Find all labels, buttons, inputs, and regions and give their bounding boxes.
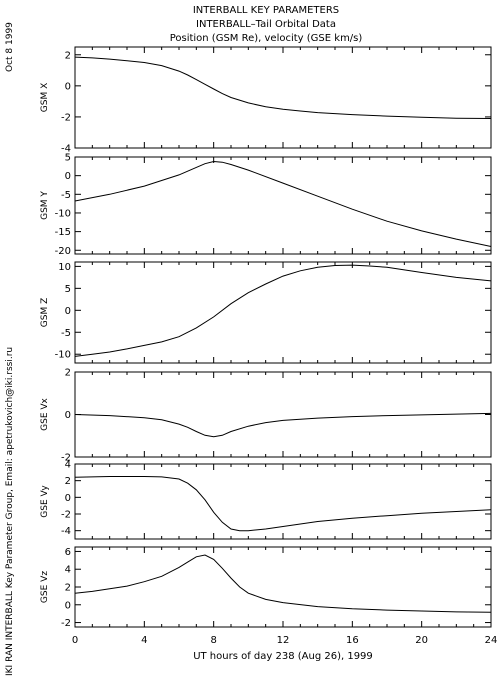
x-tick-label: 20: [415, 635, 428, 646]
plot-date: Oct 8 1999: [5, 22, 15, 72]
panel-4: 2 0 -2 GSE Vx: [40, 368, 492, 464]
series-line: [74, 264, 492, 357]
y-tick-label: -2: [61, 510, 71, 521]
y-tick-label: 10: [58, 262, 71, 273]
y-tick-label: 5: [65, 284, 71, 295]
title-line-2: INTERBALL–Tail Orbital Data: [196, 19, 336, 30]
y-tick-label: 2: [65, 50, 71, 61]
y-tick-label: 0: [65, 171, 71, 182]
y-tick-label: 2: [65, 583, 71, 594]
y-tick-label: -15: [55, 227, 71, 238]
credit-text: IKI RAN INTERBALL Key Parameter Group, E…: [5, 347, 15, 676]
panel-3: 10 5 0 -5 -10 GSM Z: [40, 261, 492, 364]
x-tick-label: 8: [210, 635, 216, 646]
y-tick-label: 0: [65, 410, 71, 421]
x-tick-label: 24: [485, 635, 498, 646]
y-tick-label: 0: [65, 306, 71, 317]
y-tick-label: 2: [65, 368, 71, 379]
series-line: [74, 554, 492, 613]
x-axis-label: UT hours of day 238 (Aug 26), 1999: [193, 651, 373, 662]
y-tick-label: -10: [55, 208, 71, 219]
y-axis-label: GSE Vy: [40, 485, 50, 518]
y-tick-label: 0: [65, 81, 71, 92]
panel-frame: [74, 156, 492, 255]
y-tick-label: -2: [61, 453, 71, 464]
y-tick-label: 4: [65, 460, 71, 471]
series-line: [74, 412, 492, 438]
y-axis-label: GSM Z: [40, 298, 50, 327]
y-axis-label: GSM Y: [40, 191, 50, 220]
y-tick-label: 2: [65, 476, 71, 487]
panel-frame: [74, 261, 492, 364]
series-line: [74, 476, 492, 532]
y-tick-label: -4: [61, 144, 71, 155]
panel-2: 5 0 -5 -10 -15 -20 GSM Y: [40, 153, 492, 257]
x-tick-label: 16: [346, 635, 359, 646]
x-tick-label: 0: [72, 635, 78, 646]
panel-1: 2 0 -2 -4 GSM X: [40, 46, 492, 155]
series-line: [74, 56, 492, 119]
panel-5: 4 2 0 -2 -4 GSE Vy: [40, 460, 492, 540]
y-tick-label: -20: [55, 246, 71, 257]
y-tick-label: 0: [65, 600, 71, 611]
panel-frame: [74, 463, 492, 540]
y-tick-label: 4: [65, 565, 71, 576]
y-axis-label: GSM X: [40, 83, 50, 112]
x-tick-label: 4: [141, 635, 147, 646]
y-tick-label: -10: [55, 350, 71, 361]
y-tick-label: -5: [61, 190, 71, 201]
y-tick-label: 0: [65, 493, 71, 504]
series-line: [74, 160, 492, 247]
y-tick-label: -2: [61, 112, 71, 123]
y-tick-label: -2: [61, 618, 71, 629]
y-tick-label: -5: [61, 328, 71, 339]
y-axis-label: GSE Vx: [40, 397, 50, 430]
y-axis-label: GSE Vz: [40, 571, 50, 603]
title-line-1: INTERBALL KEY PARAMETERS: [193, 5, 339, 16]
panel-frame: [74, 546, 492, 628]
y-tick-label: 6: [65, 547, 71, 558]
x-tick-label: 12: [277, 635, 290, 646]
y-tick-label: -4: [61, 526, 71, 537]
y-tick-label: 5: [65, 153, 71, 164]
panel-6: 6 4 2 0 -2 GSE Vz: [40, 546, 492, 629]
title-line-3: Position (GSM Re), velocity (GSE km/s): [170, 33, 363, 44]
